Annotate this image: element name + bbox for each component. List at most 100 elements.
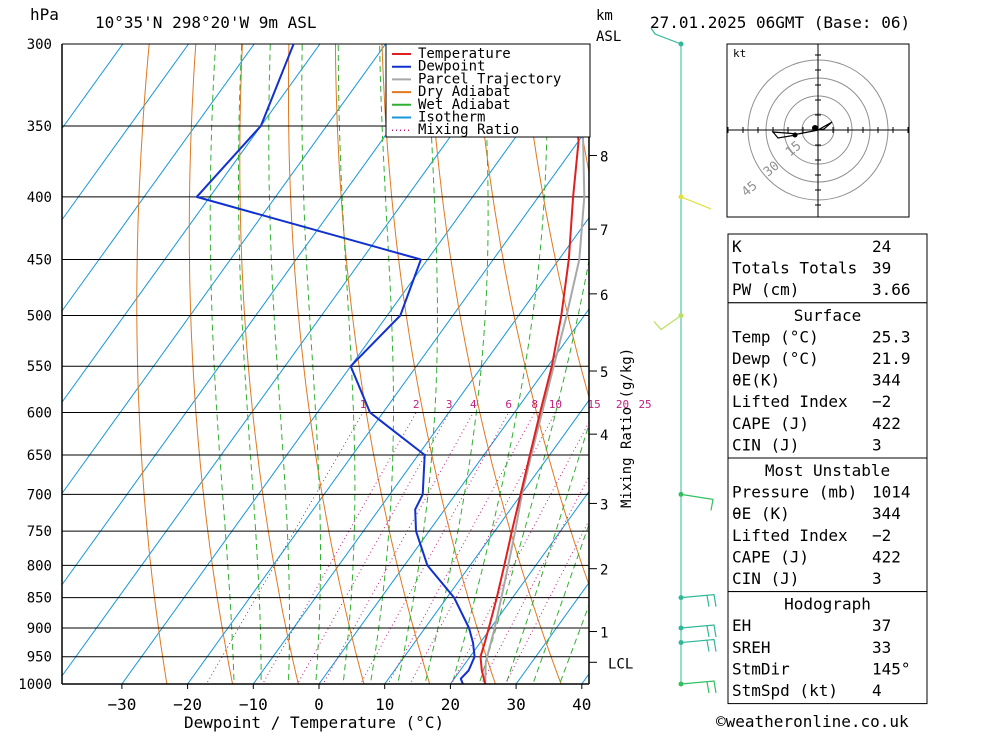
wind-profile	[650, 27, 717, 694]
mixing-ratio-line	[322, 412, 474, 684]
mixing-ratio-tick-label: 4	[470, 398, 477, 411]
dry-adiabat-line	[428, 44, 562, 684]
indices-tables: K 24 Totals Totals 39 PW (cm) 3.66 Surface Temp…	[727, 233, 928, 705]
surface-box	[727, 302, 928, 459]
isotherm-line	[186, 125, 589, 684]
wind-barb	[680, 493, 714, 511]
wind-barb	[653, 315, 682, 331]
mixing-ratio-tick-label: 15	[588, 398, 601, 411]
most-unstable-row-label: CIN (J)	[732, 569, 799, 588]
wind-barb	[680, 680, 717, 694]
hodograph-table-row-label: StmSpd (kt)	[732, 681, 838, 700]
temperature-line	[479, 44, 580, 684]
height-tick-label: 6	[600, 288, 608, 304]
surface-row-value: 422	[872, 414, 901, 433]
mixing-ratio-line	[450, 421, 589, 684]
surface-row-label: CAPE (J)	[732, 414, 809, 433]
pressure-tick-label: 350	[27, 119, 52, 135]
pressure-tick-label: 850	[27, 591, 52, 607]
dry-adiabat-line	[334, 44, 431, 684]
mixing-ratio-line	[359, 412, 510, 684]
hodograph-table-row-value: 145°	[872, 659, 911, 678]
pressure-tick-label: 900	[27, 621, 52, 637]
dry-adiabat-line	[474, 44, 589, 587]
legend-label: Wet Adiabat	[418, 97, 511, 113]
mixing-ratio-line	[409, 412, 556, 684]
most-unstable-row-label: θE (K)	[732, 504, 790, 523]
copyright: ©weatheronline.co.uk	[716, 712, 909, 731]
mixing-ratio-tick-label: 2	[413, 398, 420, 411]
isotherm-line	[62, 44, 321, 404]
height-tick-label: 8	[600, 149, 608, 165]
x-tick-label: −10	[239, 695, 268, 714]
isotherm-line	[62, 44, 124, 130]
pressure-tick-label: 700	[27, 487, 52, 503]
isotherm-line	[384, 399, 589, 684]
x-axis-label: Dewpoint / Temperature (°C)	[184, 713, 444, 732]
dry-adiabat-line	[288, 44, 365, 684]
surface-title: Surface	[794, 306, 861, 325]
x-tick-label: −20	[173, 695, 202, 714]
legend-box	[385, 43, 591, 138]
legend-label: Parcel Trajectory	[418, 71, 561, 87]
surface-row-label: θE(K)	[732, 371, 780, 390]
dry-adiabat-line	[188, 44, 234, 684]
most-unstable-row-value: 3	[872, 569, 882, 588]
x-tick-label: 30	[506, 695, 525, 714]
x-tick-label: 0	[314, 695, 324, 714]
hodograph-mean-wind-dot	[792, 132, 798, 138]
top-row-value: 3.66	[872, 280, 911, 299]
mixing-ratio-tick-label: 3	[446, 398, 453, 411]
pressure-tick-label: 1000	[18, 677, 52, 693]
x-tick-label: 20	[441, 695, 460, 714]
surface-row-value: −2	[872, 392, 891, 411]
wind-barb	[650, 27, 682, 45]
most-unstable-row-value: −2	[872, 526, 891, 545]
wind-barb	[680, 196, 712, 210]
height-tick-label: 5	[600, 365, 608, 381]
height-unit-asl: ASL	[596, 29, 621, 45]
dry-adiabat-line	[239, 44, 299, 684]
height-tick-label: 3	[600, 497, 608, 513]
wet-adiabat-line	[559, 603, 589, 684]
pressure-tick-label: 600	[27, 405, 52, 421]
height-tick-label: 7	[600, 223, 608, 239]
x-tick-label: 40	[572, 695, 591, 714]
mixing-ratio-line	[205, 412, 364, 684]
wet-adiabat-line	[337, 44, 356, 684]
isotherm-line	[0, 0, 127, 710]
hodograph-table-box	[727, 591, 928, 705]
dry-adiabat-line	[929, 7, 1000, 710]
legend-label: Isotherm	[418, 110, 485, 126]
x-tick-label: 10	[375, 695, 394, 714]
most-unstable-row-label: Lifted Index	[732, 526, 848, 545]
hodograph-storm-motion-dot	[812, 125, 818, 131]
most-unstable-box	[727, 457, 928, 593]
most-unstable-row-value: 422	[872, 547, 901, 566]
mixing-ratio-tick-label: 10	[549, 398, 562, 411]
hodograph-unit: kt	[733, 47, 746, 60]
height-unit-km: km	[596, 8, 613, 24]
mixing-ratio-line	[387, 412, 536, 684]
wet-adiabat-line	[301, 44, 321, 684]
pressure-tick-label: 550	[27, 359, 52, 375]
mixing-ratio-tick-label: 6	[505, 398, 512, 411]
isotherm-line	[62, 44, 190, 221]
top-row-value: 24	[872, 237, 891, 256]
pressure-unit-label: hPa	[30, 5, 59, 24]
most-unstable-row-value: 344	[872, 504, 901, 523]
surface-row-value: 25.3	[872, 327, 911, 346]
surface-row-label: Temp (°C)	[732, 327, 819, 346]
mixing-ratio-tick-label: 25	[638, 398, 651, 411]
hodograph-table-row-value: 33	[872, 638, 891, 657]
hodograph-table-row-label: SREH	[732, 638, 771, 657]
isotherm-line	[449, 490, 589, 684]
isotherm-line	[62, 44, 255, 312]
dewpoint-line	[195, 44, 476, 684]
pressure-tick-label: 450	[27, 253, 52, 269]
surface-row-label: Dewp (°C)	[732, 349, 819, 368]
